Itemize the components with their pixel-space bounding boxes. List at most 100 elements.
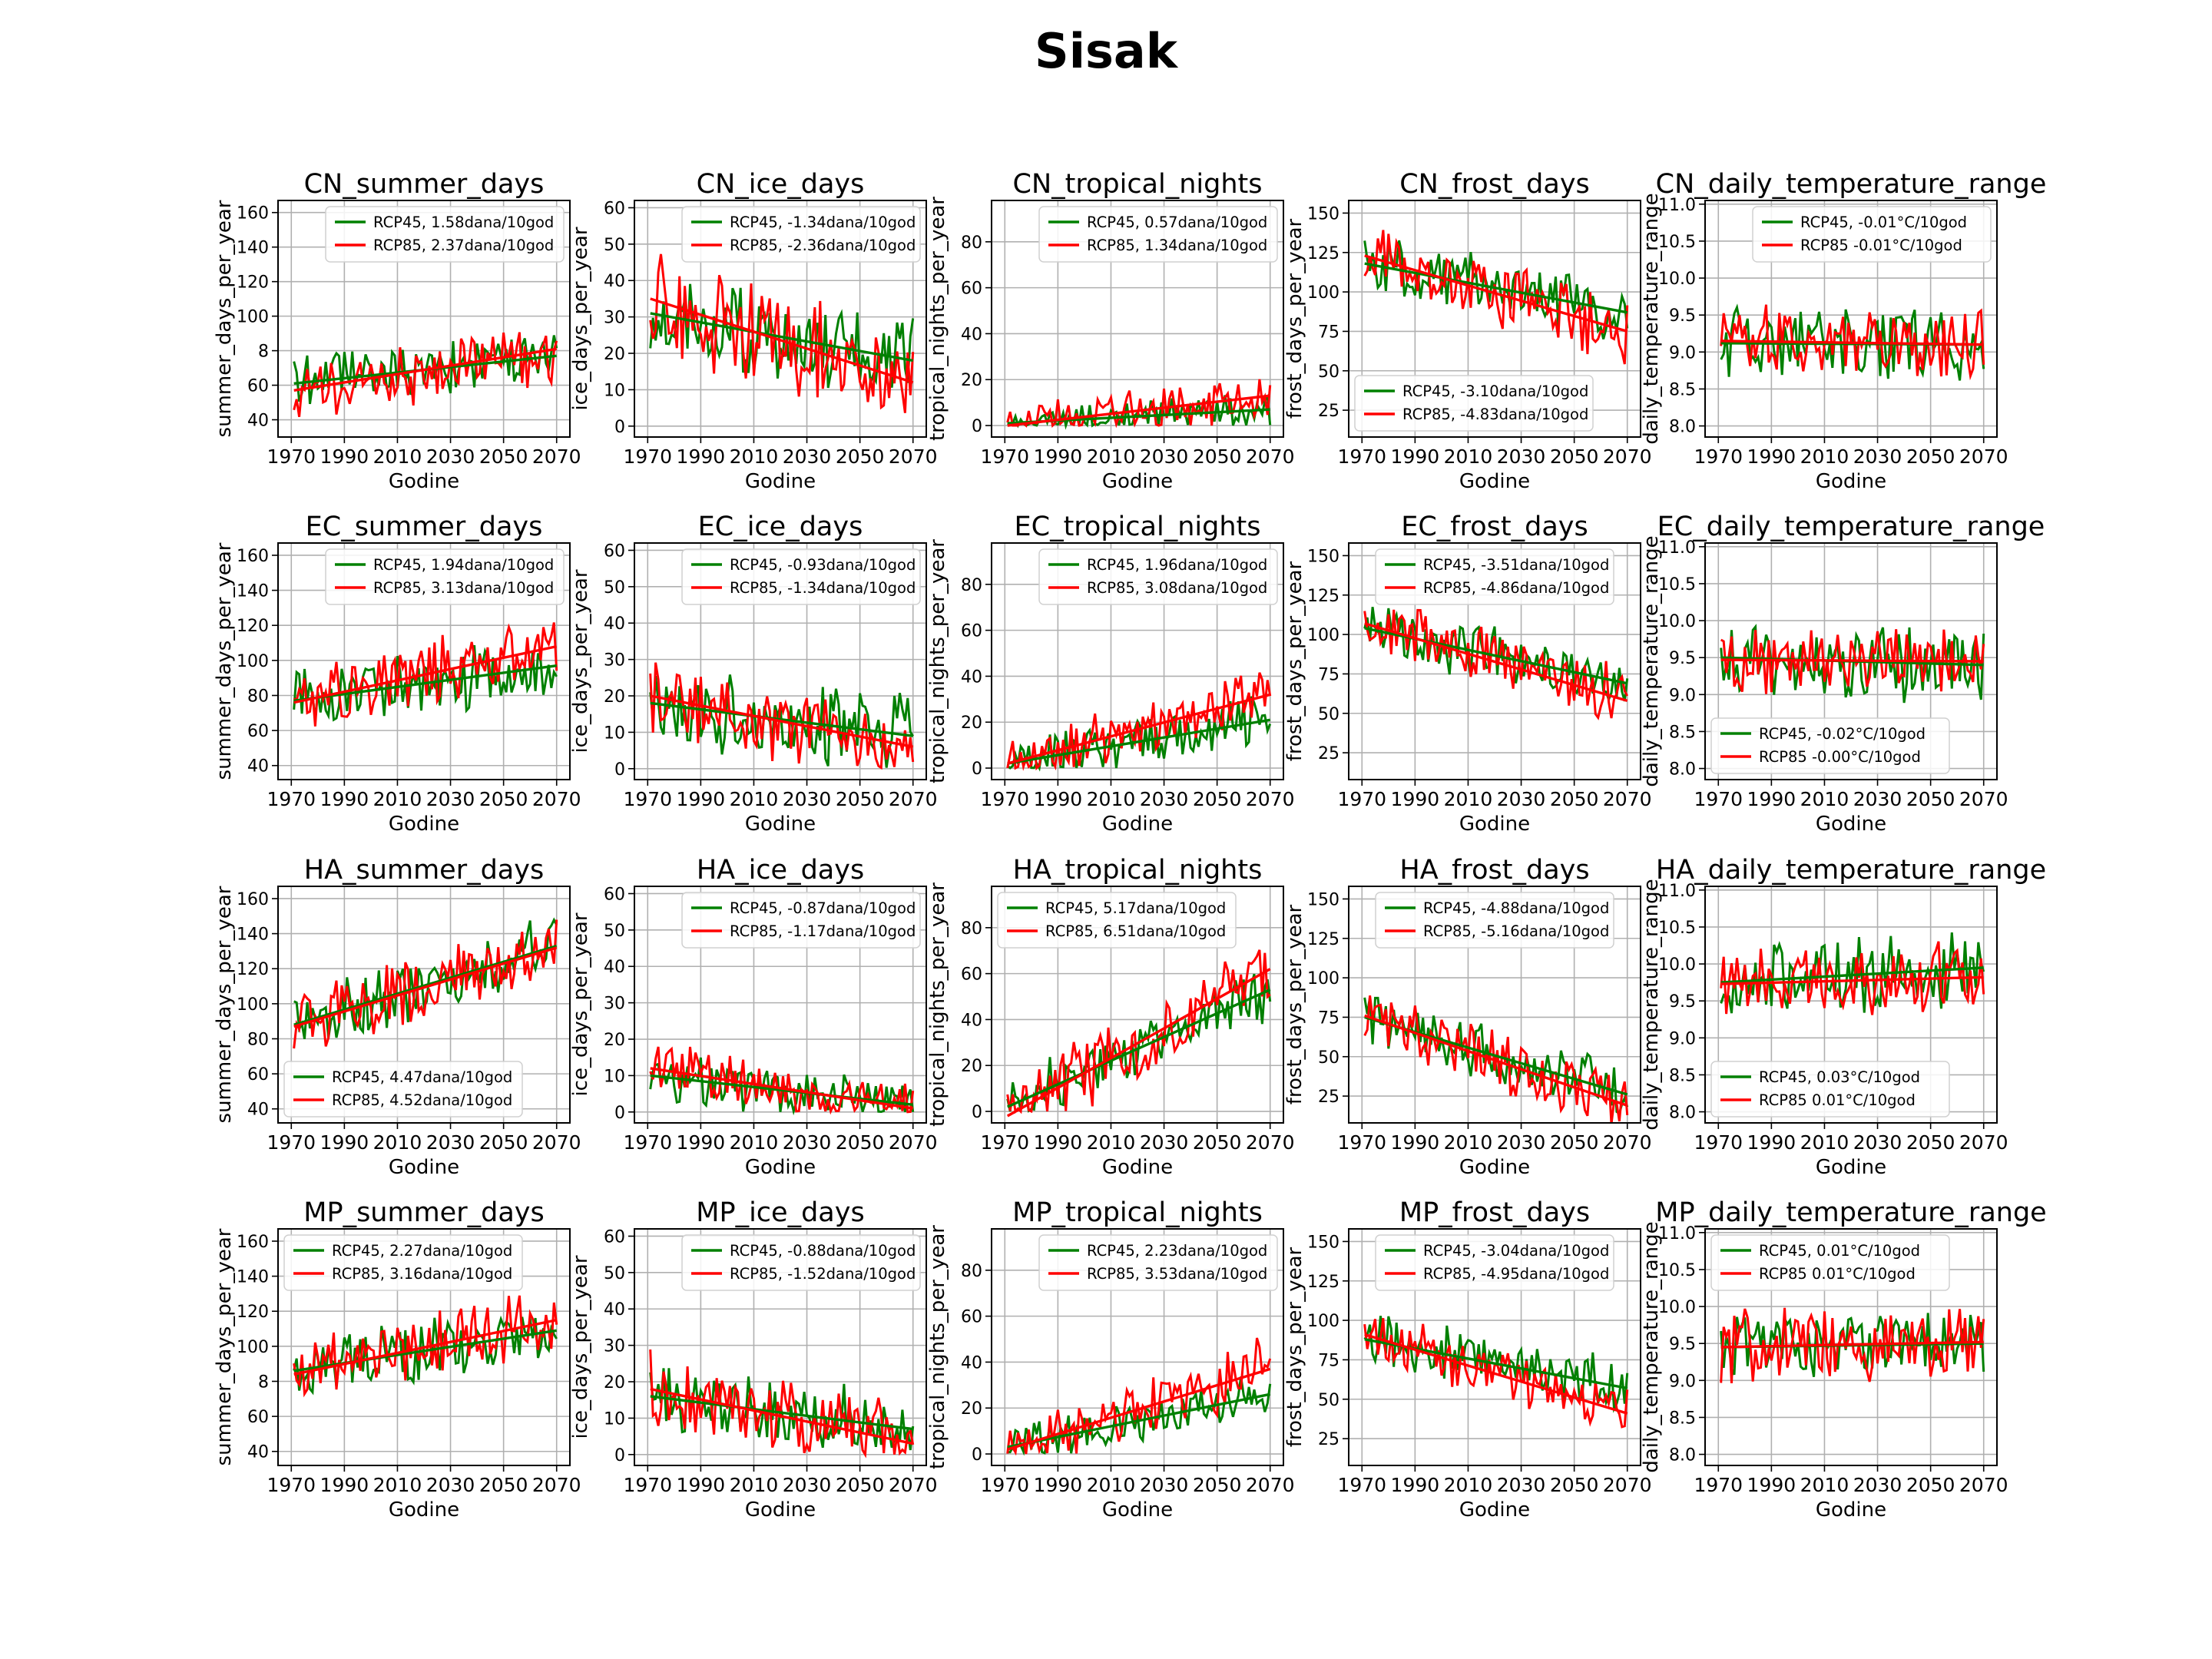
x-tick-label: 2050 (479, 1474, 528, 1496)
x-tick-label: 2070 (532, 445, 581, 468)
y-tick-label: 25 (1318, 1088, 1339, 1107)
x-tick-label: 1990 (320, 1474, 369, 1496)
subplot-cn-tropical-nights: 1970 1990 2010 2030 2050 2070 0 20 40 60 80 CN_trop… (926, 169, 1295, 493)
y-tick-label: 8.5 (1669, 1066, 1696, 1085)
y-tick-label: 25 (1318, 402, 1339, 421)
y-tick-label: 120 (237, 273, 269, 293)
x-tick-label: 2070 (532, 1474, 581, 1496)
legend-box (283, 1234, 523, 1291)
y-axis-label: summer_days_per_year (213, 200, 236, 437)
legend: RCP45, -0.02°C/10god RCP85 -0.00°C/10god (1710, 717, 1950, 774)
subplot-title: MP_ice_days (696, 1197, 864, 1228)
subplot-ha-daily-temperature-range: 1970 1990 2010 2030 2050 2070 8.0 8.5 9.0 9.5 10.0… (1640, 855, 2046, 1179)
axes-frame (1704, 1228, 1998, 1466)
x-axis-label: Godine (1816, 470, 1886, 493)
legend: RCP45, -0.93dana/10god RCP85, -1.34dana/1… (681, 548, 921, 605)
trend-line-rcp45 (650, 1395, 913, 1431)
x-tick-label: 2010 (1444, 788, 1493, 810)
subplot-mp-daily-temperature-range: 1970 1990 2010 2030 2050 2070 8.0 8.5 9.0 9.5 10.0… (1640, 1197, 2047, 1522)
x-tick-label: 1990 (677, 1131, 726, 1154)
axes-frame (634, 542, 927, 780)
series-line-rcp85 (1720, 629, 1985, 694)
y-tick-label: 9.0 (1669, 343, 1696, 363)
y-tick-label: 10.0 (1658, 1298, 1696, 1317)
x-tick-label: 2010 (373, 788, 422, 810)
x-tick-label: 2010 (1087, 788, 1136, 810)
y-tick-label: 40 (247, 412, 269, 431)
x-tick-label: 2050 (1550, 1131, 1599, 1154)
y-tick-label: 40 (961, 1011, 982, 1030)
x-tick-label: 2010 (1444, 1474, 1493, 1496)
x-tick-label: 2030 (783, 1474, 832, 1496)
y-tick-label: 40 (604, 958, 625, 977)
y-tick-label: 100 (1307, 283, 1339, 303)
y-tick-label: 20 (604, 687, 625, 707)
x-tick-label: 2070 (532, 1131, 581, 1154)
legend-label: RCP45, -4.88dana/10god (1423, 899, 1609, 917)
trend-line-rcp85 (1364, 1014, 1628, 1108)
subplot-title: EC_frost_days (1401, 512, 1588, 542)
legend: RCP45, 0.01°C/10god RCP85 0.01°C/10god (1710, 1234, 1950, 1291)
legend-box (1038, 548, 1278, 605)
legend-label: RCP45, -0.93dana/10god (730, 556, 916, 574)
trend-line-rcp45 (293, 944, 558, 1026)
legend-label: RCP85, 6.51dana/10god (1045, 922, 1226, 940)
series-line-rcp85 (1006, 1337, 1272, 1456)
subplot-title: EC_tropical_nights (1015, 512, 1261, 542)
axes-frame (1348, 1228, 1641, 1466)
y-tick-label: 20 (961, 1399, 982, 1419)
y-tick-label: 20 (961, 371, 982, 390)
x-tick-label: 2030 (1140, 1131, 1189, 1154)
trend-line-rcp45 (293, 664, 557, 703)
x-tick-label: 2010 (730, 1131, 779, 1154)
y-axis-label: daily_temperature_range (1640, 535, 1663, 786)
x-axis-label: Godine (389, 813, 459, 836)
legend-label: RCP45, 2.27dana/10god (332, 1242, 512, 1260)
y-tick-label: 40 (961, 1353, 982, 1373)
trend-line-rcp85 (1006, 968, 1271, 1118)
y-tick-label: 50 (1318, 1048, 1339, 1068)
y-tick-label: 8.0 (1669, 760, 1696, 780)
legend-box (1038, 1234, 1278, 1291)
x-tick-label: 2070 (889, 788, 938, 810)
y-axis-label: frost_days_per_year (1283, 561, 1306, 761)
legend-label: RCP85, 2.37dana/10god (373, 237, 554, 254)
y-tick-label: 9.0 (1669, 686, 1696, 705)
y-tick-label: 150 (1307, 547, 1339, 566)
legend-label: RCP45, 5.17dana/10god (1045, 899, 1226, 917)
y-tick-label: 140 (237, 582, 269, 601)
y-tick-label: 8.5 (1669, 723, 1696, 742)
series-line-rcp85 (1006, 379, 1272, 429)
series-line-rcp85 (1720, 304, 1985, 381)
y-tick-label: 10.0 (1658, 955, 1696, 975)
x-tick-label: 1990 (1391, 445, 1440, 468)
legend-label: RCP85, -2.36dana/10god (730, 237, 916, 254)
x-tick-label: 1990 (1391, 788, 1440, 810)
x-tick-label: 2030 (1497, 1474, 1546, 1496)
x-tick-label: 2050 (1193, 1474, 1242, 1496)
legend: RCP45, 1.96dana/10god RCP85, 3.08dana/10g… (1038, 548, 1278, 605)
x-tick-label: 2010 (373, 445, 422, 468)
x-tick-label: 2030 (1497, 1131, 1546, 1154)
x-tick-label: 1990 (677, 788, 726, 810)
y-tick-label: 10.5 (1658, 233, 1696, 252)
x-tick-label: 2010 (1800, 788, 1849, 810)
legend-box (1710, 1234, 1950, 1291)
y-tick-label: 9.0 (1669, 1372, 1696, 1391)
subplot-title: CN_daily_temperature_range (1656, 169, 2047, 200)
trend-line-rcp85 (293, 1318, 558, 1376)
y-tick-label: 11.0 (1658, 882, 1696, 901)
subplot-title: HA_ice_days (697, 855, 864, 886)
x-tick-label: 2070 (1603, 788, 1652, 810)
x-tick-label: 2070 (1959, 445, 2008, 468)
legend-box (1375, 892, 1614, 949)
y-axis-label: daily_temperature_range (1640, 1221, 1663, 1472)
series-line-rcp85 (649, 253, 915, 413)
x-tick-label: 2050 (1550, 445, 1599, 468)
x-tick-label: 2070 (889, 1474, 938, 1496)
legend-box (1375, 1234, 1614, 1291)
y-tick-label: 60 (961, 1308, 982, 1327)
legend-box (325, 206, 565, 263)
y-tick-label: 60 (961, 965, 982, 985)
legend-box (681, 206, 921, 263)
